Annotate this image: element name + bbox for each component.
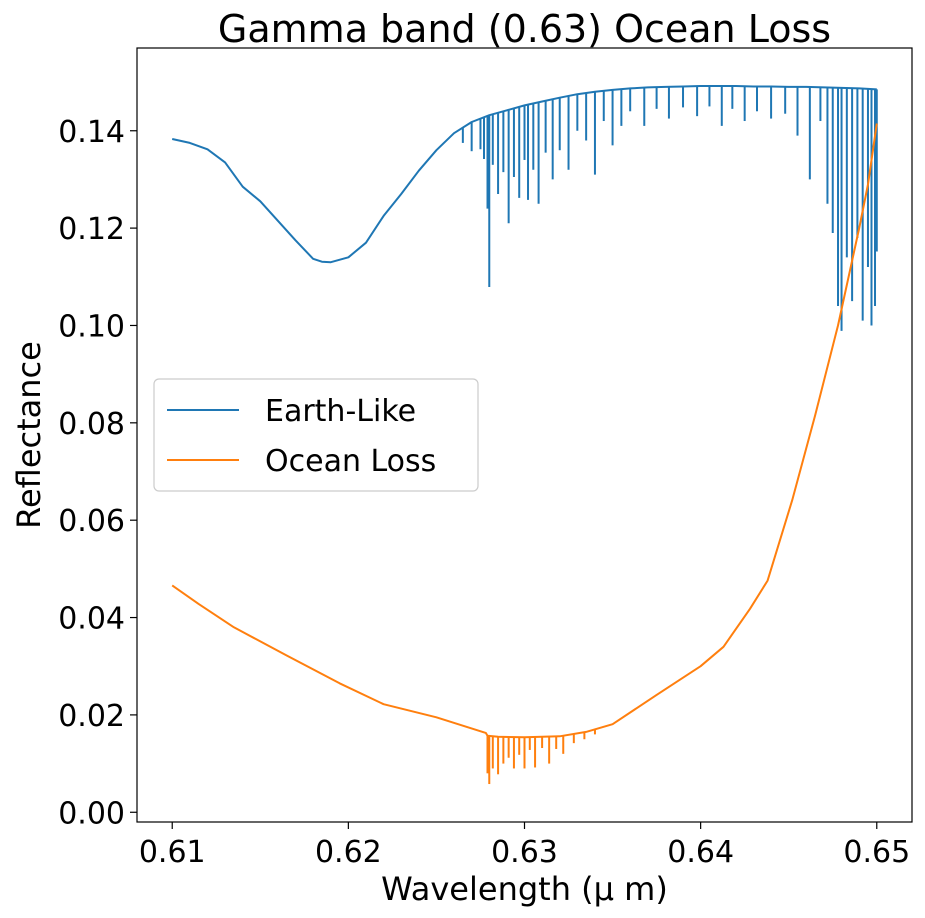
x-tick-label: 0.64	[667, 835, 734, 870]
legend-box	[153, 378, 479, 492]
x-tick-label: 0.65	[843, 835, 910, 870]
x-tick-label: 0.61	[139, 835, 206, 870]
y-tick-label: 0.08	[58, 407, 125, 442]
y-axis-label: Reflectance	[10, 341, 48, 529]
y-tick-label: 0.06	[58, 504, 125, 539]
plot-lines	[171, 85, 878, 785]
chart-title: Gamma band (0.63) Ocean Loss	[218, 7, 831, 51]
legend-label: Ocean Loss	[265, 444, 436, 479]
x-axis-ticks: 0.61 0.62 0.63 0.64 0.65	[139, 822, 910, 870]
y-axis-ticks: 0.00 0.02 0.04 0.06 0.08 0.10 0.12 0.14	[58, 115, 137, 831]
y-tick-label: 0.12	[58, 212, 125, 247]
legend: Earth-Like Ocean Loss	[153, 378, 479, 492]
y-tick-label: 0.14	[58, 115, 125, 150]
y-tick-label: 0.04	[58, 602, 125, 637]
x-tick-label: 0.62	[315, 835, 382, 870]
y-tick-label: 0.02	[58, 699, 125, 734]
x-axis-label: Wavelength (μ m)	[381, 870, 668, 908]
series-line-ocean-loss	[171, 123, 878, 739]
legend-label: Earth-Like	[265, 394, 416, 429]
y-tick-label: 0.10	[58, 309, 125, 344]
y-tick-label: 0.00	[58, 796, 125, 831]
x-tick-label: 0.63	[491, 835, 558, 870]
